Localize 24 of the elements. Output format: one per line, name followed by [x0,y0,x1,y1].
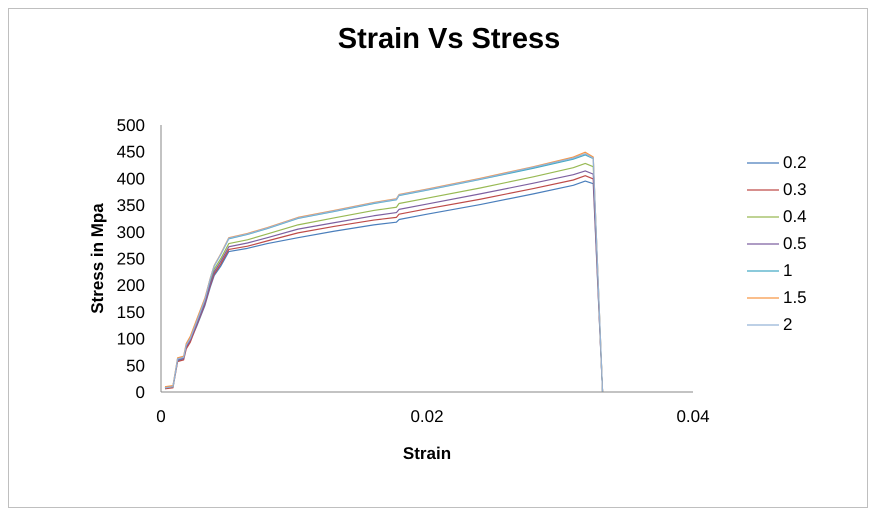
x-tick-label: 0.02 [410,407,444,426]
legend-label: 0.4 [783,206,807,226]
y-tick-label: 400 [116,169,145,188]
x-tick-label: 0 [156,407,166,426]
legend-label: 0.3 [783,180,807,200]
chart-title: Strain Vs Stress [338,23,560,56]
y-axis-title: Stress in Mpa [88,202,108,314]
y-tick-label: 500 [116,116,145,136]
x-tick-label: 0.04 [676,407,710,426]
y-tick-label: 250 [116,250,145,269]
x-axis-title: Strain [402,444,452,463]
y-tick-label: 300 [116,222,145,242]
y-tick-label: 200 [116,276,145,296]
legend-label: 1.5 [783,288,807,308]
y-tick-label: 100 [116,330,145,349]
y-tick-label: 150 [116,302,145,322]
y-tick-label: 50 [126,356,145,376]
legend-label: 1 [783,260,792,280]
y-tick-label: 350 [116,196,145,216]
legend-label: 2 [783,314,792,334]
legend-label: 0.5 [783,234,807,254]
y-tick-label: 450 [116,142,145,162]
y-tick-label: 0 [136,383,145,402]
legend-label: 0.2 [783,152,807,172]
